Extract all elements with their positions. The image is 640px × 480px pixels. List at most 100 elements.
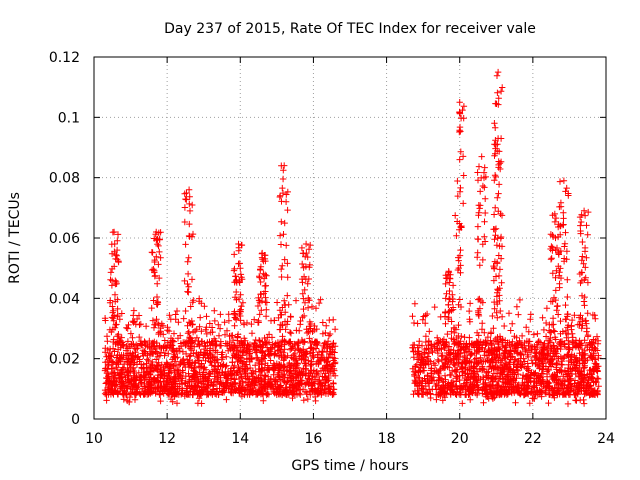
data-point (466, 307, 473, 315)
data-point (497, 307, 504, 315)
data-point (265, 331, 273, 338)
data-point (206, 382, 214, 389)
data-point (439, 379, 446, 386)
data-point (497, 367, 504, 375)
data-point (480, 169, 488, 176)
data-point (201, 351, 208, 358)
data-point (130, 307, 138, 314)
data-point (186, 200, 193, 208)
data-point (476, 262, 483, 269)
data-point (489, 312, 496, 320)
data-point (549, 233, 557, 240)
data-point (129, 334, 136, 341)
data-point (125, 379, 133, 386)
data-point (302, 240, 310, 248)
data-point (287, 362, 294, 369)
data-point (555, 355, 562, 362)
data-point (238, 303, 245, 310)
data-point (446, 279, 453, 286)
data-point (181, 277, 188, 285)
data-point (261, 282, 269, 290)
data-point (282, 301, 289, 309)
data-point (185, 382, 193, 389)
data-point (300, 349, 307, 356)
data-point (213, 367, 220, 375)
data-point (283, 380, 290, 388)
data-point (474, 359, 482, 367)
data-point (481, 184, 488, 191)
data-point (552, 287, 559, 294)
data-point (564, 324, 571, 331)
data-point (317, 385, 325, 393)
data-point (557, 317, 564, 325)
data-point (133, 341, 140, 348)
data-point (431, 303, 438, 311)
data-point (171, 377, 178, 385)
data-point (317, 296, 324, 303)
data-point (505, 366, 512, 374)
data-point (187, 303, 194, 310)
data-point (131, 359, 138, 366)
data-point (104, 338, 111, 345)
data-point (291, 388, 298, 396)
data-point (303, 329, 311, 337)
y-tick-label: 0.06 (49, 231, 80, 247)
data-point (234, 358, 241, 365)
data-point (112, 251, 120, 259)
data-point (494, 135, 502, 142)
data-point (216, 369, 223, 377)
data-point (206, 373, 213, 380)
data-point (111, 387, 118, 394)
data-point (412, 363, 419, 370)
data-point (513, 334, 520, 341)
data-point (251, 347, 258, 354)
data-point (561, 341, 568, 348)
data-point (451, 362, 459, 369)
data-point (157, 254, 164, 261)
data-point (150, 297, 157, 304)
data-point (267, 357, 274, 364)
data-point (277, 382, 285, 389)
data-point (280, 231, 287, 238)
data-point (550, 294, 558, 301)
data-point (136, 376, 143, 383)
data-point (237, 265, 244, 272)
data-point (295, 390, 303, 397)
data-point (145, 383, 152, 390)
data-point (412, 378, 419, 385)
data-point (242, 387, 249, 394)
data-point (167, 335, 175, 342)
data-point (147, 362, 154, 370)
data-point (252, 368, 259, 375)
data-point (434, 347, 441, 354)
data-point (577, 312, 584, 319)
data-point (158, 320, 165, 327)
data-point (547, 256, 555, 263)
data-point (295, 340, 302, 347)
data-point (491, 226, 498, 233)
data-point (278, 391, 286, 399)
data-point (147, 350, 154, 357)
data-point (258, 365, 266, 372)
data-point (119, 391, 127, 398)
data-point (238, 241, 246, 249)
data-point (454, 373, 461, 381)
x-tick-label: 16 (305, 431, 323, 447)
data-point (489, 362, 496, 370)
data-point (493, 309, 500, 316)
data-point (229, 332, 236, 339)
data-point (465, 374, 473, 382)
data-point (552, 349, 559, 357)
data-point (499, 84, 506, 91)
data-point (500, 383, 507, 391)
data-point (183, 387, 190, 395)
data-point (108, 265, 116, 273)
data-point (183, 338, 191, 345)
data-point (494, 194, 501, 201)
data-point (504, 371, 511, 378)
data-point (466, 341, 473, 348)
data-point (280, 349, 287, 356)
data-point (476, 205, 483, 212)
data-point (475, 386, 482, 393)
data-point (297, 321, 304, 328)
